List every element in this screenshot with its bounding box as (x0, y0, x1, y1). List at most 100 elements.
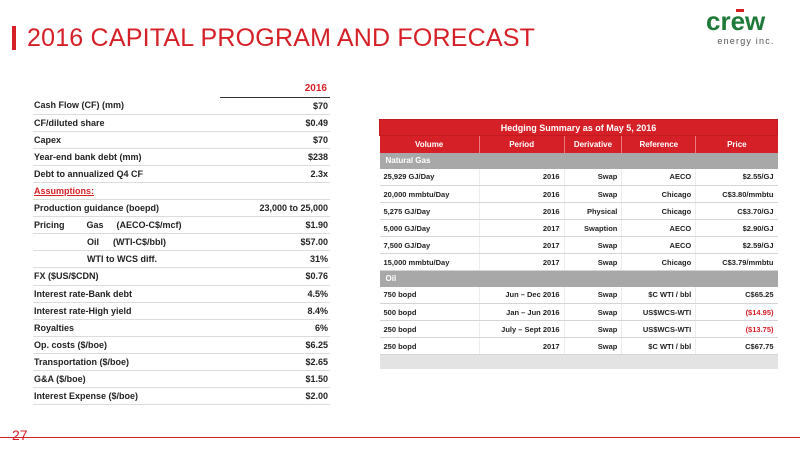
logo-word: crew (706, 8, 766, 34)
row-value: 4.5% (220, 285, 330, 303)
hedge-reference: AECO (621, 236, 697, 254)
hedging-title: Hedging Summary as of May 5, 2016 (379, 119, 778, 136)
hedge-row: 500 bopd Jan – Jun 2016 Swap US$WCS-WTI ($14… (379, 303, 778, 321)
table-row: CF/diluted share $0.49 (33, 114, 330, 132)
hedge-row: 25,929 GJ/Day 2016 Swap AECO $2.55/GJ (379, 168, 778, 186)
hedge-period: 2016 (479, 202, 565, 220)
page-title: 2016 CAPITAL PROGRAM AND FORECAST (27, 24, 536, 52)
hedge-row: 250 bopd 2017 Swap $C WTI / bbl C$67.75 (379, 337, 778, 355)
production-value: 23,000 to 25,000 (220, 199, 330, 218)
row-value: $2.65 (220, 353, 330, 372)
row-value: $0.49 (220, 114, 330, 132)
assumptions-label: Assumptions: (33, 182, 220, 201)
hedge-price: C$3.79/mmbtu (695, 253, 778, 271)
hedge-reference: Chicago (621, 185, 697, 203)
row-label: Interest rate-High yield (33, 302, 220, 320)
hedge-derivative: Physical (564, 202, 623, 220)
row-value: $238 (220, 148, 330, 166)
table-row: WTI to WCS diff. 31% (33, 250, 330, 269)
hedge-period: July – Sept 2016 (479, 320, 565, 338)
hedge-reference: Chicago (621, 202, 697, 220)
hedge-price: $2.55/GJ (695, 168, 778, 186)
hedge-price: $2.90/GJ (695, 219, 778, 237)
col-price: Price (695, 135, 778, 153)
row-label: Cash Flow (CF) (mm) (33, 97, 220, 115)
hedge-period: Jun – Dec 2016 (479, 286, 565, 304)
table-row: Oil (WTI-C$/bbl) $57.00 (33, 233, 330, 252)
row-label: Op. costs ($/boe) (33, 336, 220, 354)
row-label: Transportation ($/boe) (33, 353, 220, 372)
row-value: $2.00 (220, 387, 330, 406)
hedge-period: 2017 (479, 236, 565, 254)
hedge-reference: AECO (621, 168, 697, 186)
row-value: $0.76 (220, 267, 330, 286)
hedge-reference: US$WCS-WTI (621, 303, 697, 321)
row-value: $1.50 (220, 370, 330, 389)
section-natural-gas: Natural Gas (379, 152, 778, 169)
hedge-price: C$3.70/GJ (695, 202, 778, 220)
hedge-row: 5,275 GJ/Day 2016 Physical Chicago C$3.70/GJ (379, 202, 778, 220)
hedge-derivative: Swap (564, 303, 623, 321)
row-label: G&A ($/boe) (33, 370, 220, 389)
table-row: FX ($US/$CDN) $0.76 (33, 267, 330, 286)
hedge-volume: 15,000 mmbtu/Day (379, 253, 480, 271)
hedge-price: C$3.80/mmbtu (695, 185, 778, 203)
hedge-derivative: Swap (564, 286, 623, 304)
table-row: G&A ($/boe) $1.50 (33, 370, 330, 389)
hedge-row: 250 bopd July – Sept 2016 Swap US$WCS-WTI ($… (379, 320, 778, 338)
hedge-volume: 250 bopd (379, 337, 480, 355)
table-row: Debt to annualized Q4 CF 2.3x (33, 165, 330, 183)
hedge-row: 5,000 GJ/Day 2017 Swaption AECO $2.90/GJ (379, 219, 778, 237)
hedge-reference: AECO (621, 219, 697, 237)
logo-red-mark (736, 9, 744, 12)
row-value: $70 (220, 97, 330, 115)
hedge-period: Jan – Jun 2016 (479, 303, 565, 321)
hedge-derivative: Swap (564, 168, 623, 186)
crew-logo-icon: crew (706, 8, 766, 34)
hedge-volume: 5,275 GJ/Day (379, 202, 480, 220)
hedge-period: 2016 (479, 185, 565, 203)
hedge-derivative: Swap (564, 185, 623, 203)
hedge-volume: 7,500 GJ/Day (379, 236, 480, 254)
section-oil: Oil (379, 270, 778, 287)
hedge-period: 2017 (479, 219, 565, 237)
row-value: 2.3x (220, 165, 330, 183)
table-row: Interest rate-High yield 8.4% (33, 302, 330, 320)
hedge-price: $2.59/GJ (695, 236, 778, 254)
row-label: Year-end bank debt (mm) (33, 148, 220, 166)
hedge-price: C$65.25 (695, 286, 778, 304)
hedge-volume: 500 bopd (379, 303, 480, 321)
logo-subtitle: energy inc. (717, 36, 775, 46)
hedge-reference: US$WCS-WTI (621, 320, 697, 338)
hedge-period: 2017 (479, 337, 565, 355)
hedge-reference: $C WTI / bbl (621, 337, 697, 355)
table-row: Pricing Gas (AECO-C$/mcf) $1.90 (33, 216, 330, 235)
hedge-volume: 20,000 mmbtu/Day (379, 185, 480, 203)
title-accent-bar (12, 26, 16, 50)
table-row: Transportation ($/boe) $2.65 (33, 353, 330, 372)
table-row: Year-end bank debt (mm) $238 (33, 148, 330, 166)
hedge-volume: 25,929 GJ/Day (379, 168, 480, 186)
hedge-row: 15,000 mmbtu/Day 2017 Swap Chicago C$3.79/mm… (379, 253, 778, 271)
pricing-gas-label: Pricing Gas (AECO-C$/mcf) (33, 216, 220, 235)
production-label: Production guidance (boepd) (33, 199, 220, 218)
hedge-derivative: Swap (564, 236, 623, 254)
hedge-volume: 5,000 GJ/Day (379, 219, 480, 237)
table-row: Capex $70 (33, 131, 330, 149)
pricing-oil-value: $57.00 (220, 233, 330, 252)
hedge-volume: 250 bopd (379, 320, 480, 338)
hedge-derivative: Swap (564, 253, 623, 271)
row-value: $6.25 (220, 336, 330, 354)
row-value: 6% (220, 319, 330, 337)
hedge-derivative: Swaption (564, 219, 623, 237)
hedge-derivative: Swap (564, 320, 623, 338)
hedge-volume: 750 bopd (379, 286, 480, 304)
pricing-wcs-label: WTI to WCS diff. (33, 250, 220, 269)
hedge-price: C$67.75 (695, 337, 778, 355)
col-volume: Volume (379, 135, 480, 153)
table-row: Production guidance (boepd) 23,000 to 25… (33, 199, 330, 218)
table-row: Op. costs ($/boe) $6.25 (33, 336, 330, 354)
hedge-derivative: Swap (564, 337, 623, 355)
row-label: Royalties (33, 319, 220, 337)
hedge-row: 750 bopd Jun – Dec 2016 Swap $C WTI / bbl C$… (379, 286, 778, 304)
